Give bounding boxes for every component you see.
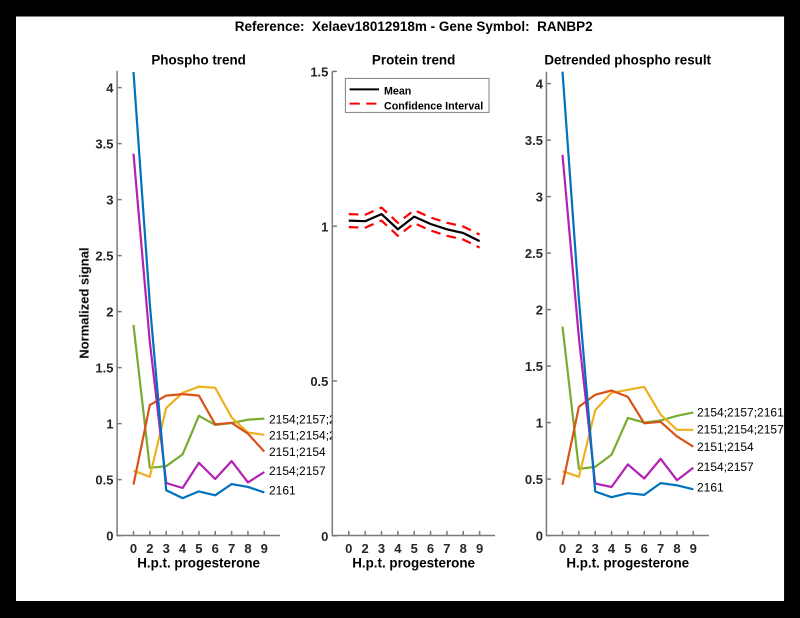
svg-text:0: 0 [345,541,352,556]
svg-text:2161: 2161 [697,480,724,494]
svg-text:6: 6 [427,541,434,556]
svg-text:4: 4 [608,541,616,556]
svg-text:2: 2 [362,541,369,556]
svg-text:Detrended phospho result: Detrended phospho result [544,52,711,67]
svg-text:9: 9 [261,541,268,556]
svg-text:H.p.t. progesterone: H.p.t. progesterone [566,555,689,570]
svg-text:Normalized signal: Normalized signal [77,247,92,358]
svg-text:3: 3 [536,190,543,205]
svg-text:3: 3 [163,541,170,556]
svg-text:3.5: 3.5 [95,137,113,152]
svg-text:5: 5 [624,541,631,556]
svg-text:2151;2154;2157: 2151;2154;2157 [697,423,784,437]
svg-text:0.5: 0.5 [525,472,543,487]
svg-text:0: 0 [536,529,543,544]
svg-text:2154;2157: 2154;2157 [269,464,326,478]
svg-text:7: 7 [228,541,235,556]
svg-text:1: 1 [106,417,113,432]
svg-text:2154;2157;2161: 2154;2157;2161 [697,406,784,420]
svg-text:0: 0 [106,529,113,544]
svg-text:7: 7 [443,541,450,556]
svg-text:2.5: 2.5 [95,249,113,264]
svg-text:2: 2 [536,303,543,318]
svg-text:0: 0 [130,541,137,556]
svg-text:Confidence Interval: Confidence Interval [384,101,483,113]
svg-text:8: 8 [673,541,680,556]
svg-text:1.5: 1.5 [525,359,543,374]
svg-text:9: 9 [690,541,697,556]
svg-text:4: 4 [394,541,402,556]
svg-text:8: 8 [460,541,467,556]
svg-text:1.5: 1.5 [95,361,113,376]
svg-text:3.5: 3.5 [525,133,543,148]
svg-text:1: 1 [536,416,543,431]
svg-text:9: 9 [476,541,483,556]
svg-text:2161: 2161 [269,484,296,498]
svg-text:Protein trend: Protein trend [372,52,455,67]
svg-text:4: 4 [179,541,187,556]
svg-text:8: 8 [244,541,251,556]
svg-text:4: 4 [106,81,114,96]
svg-text:0: 0 [559,541,566,556]
svg-text:2: 2 [575,541,582,556]
svg-text:2151;2154: 2151;2154 [269,445,326,459]
svg-text:1: 1 [321,219,328,234]
svg-text:3: 3 [378,541,385,556]
svg-text:5: 5 [411,541,418,556]
svg-text:3: 3 [592,541,599,556]
svg-text:1.5: 1.5 [310,65,328,80]
svg-text:H.p.t. progesterone: H.p.t. progesterone [137,555,260,570]
svg-text:Reference: Xelaev18012918m -: Reference: Xelaev18012918m - Gene Symbol… [235,19,593,34]
svg-text:3: 3 [106,193,113,208]
svg-text:7: 7 [657,541,664,556]
svg-text:Mean: Mean [384,85,411,97]
svg-text:2: 2 [106,305,113,320]
svg-text:5: 5 [195,541,202,556]
svg-text:2: 2 [146,541,153,556]
svg-text:0: 0 [321,529,328,544]
svg-text:0.5: 0.5 [310,374,328,389]
svg-text:0.5: 0.5 [95,473,113,488]
svg-text:Phospho trend: Phospho trend [151,52,245,67]
svg-text:2151;2154: 2151;2154 [697,440,754,454]
svg-text:H.p.t. progesterone: H.p.t. progesterone [352,555,475,570]
svg-text:6: 6 [212,541,219,556]
svg-text:2.5: 2.5 [525,246,543,261]
svg-text:6: 6 [641,541,648,556]
svg-text:4: 4 [536,77,544,92]
svg-text:2154;2157: 2154;2157 [697,460,754,474]
